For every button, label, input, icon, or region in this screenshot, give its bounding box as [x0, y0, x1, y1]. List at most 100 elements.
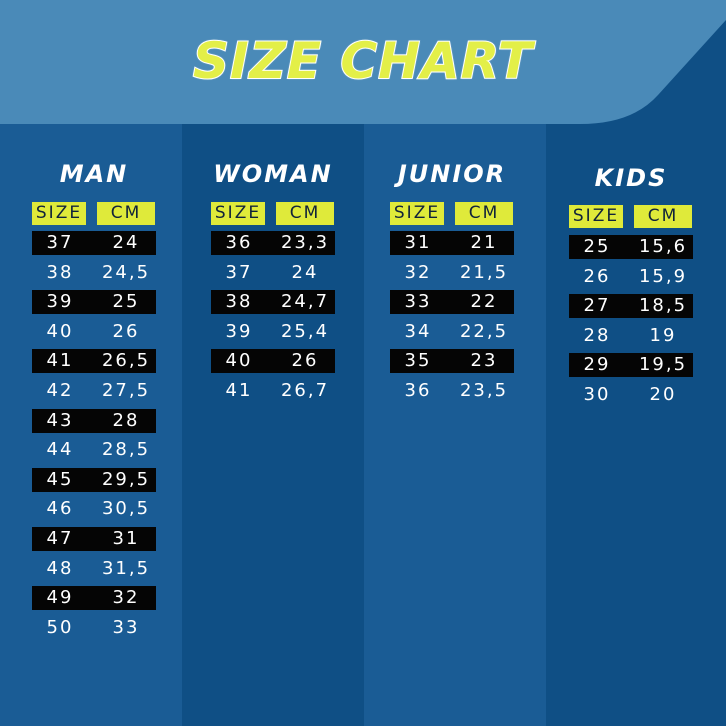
- column-title-kids: KIDS: [594, 164, 668, 192]
- cm-value: 22,5: [459, 320, 509, 342]
- column-title-woman: WOMAN: [213, 160, 333, 188]
- header-cm-junior: CM: [455, 202, 513, 225]
- table-row: 42 27,5: [32, 379, 156, 403]
- table-row: 43 28: [32, 408, 156, 433]
- cm-value: 15,6: [638, 236, 688, 257]
- table-row: 49 32: [32, 586, 156, 611]
- cm-value: 23: [470, 350, 498, 372]
- size-value: 39: [225, 320, 253, 342]
- table-row: 37 24: [211, 261, 335, 285]
- size-value: 27: [583, 295, 611, 317]
- size-value: 47: [46, 528, 74, 549]
- cm-value: 33: [112, 616, 140, 638]
- cm-value: 21: [470, 232, 498, 253]
- size-value: 33: [404, 291, 432, 313]
- size-value: 48: [46, 557, 74, 579]
- cm-value: 25: [112, 291, 140, 313]
- table-row: 46 30,5: [32, 497, 156, 521]
- column-title-junior: JUNIOR: [397, 160, 507, 188]
- cm-value: 20: [649, 384, 677, 405]
- table-row: 31 21: [390, 231, 514, 255]
- header-size-junior: SIZE: [390, 202, 444, 225]
- table-row: 47 31: [32, 527, 156, 551]
- size-value: 50: [46, 616, 74, 638]
- table-row: 38 24,7: [211, 290, 335, 315]
- cm-value: 29,5: [101, 468, 151, 490]
- table-row: 38 24,5: [32, 261, 156, 285]
- size-value: 39: [46, 291, 74, 313]
- table-row: 41 26,5: [32, 349, 156, 374]
- table-row: 44 28,5: [32, 438, 156, 462]
- table-row: 33 22: [390, 290, 514, 315]
- table-row: 29 19,5: [569, 353, 693, 378]
- table-row: 45 29,5: [32, 467, 156, 492]
- header-cm-kids: CM: [634, 205, 692, 228]
- cm-value: 23,5: [459, 380, 509, 401]
- size-value: 40: [46, 320, 74, 342]
- table-row: 35 23: [390, 349, 514, 374]
- header-size-woman: SIZE: [211, 202, 265, 225]
- size-value: 38: [46, 261, 74, 283]
- size-value: 30: [583, 384, 611, 405]
- cm-value: 19: [649, 324, 677, 346]
- size-value: 37: [46, 232, 74, 253]
- size-value: 29: [583, 354, 611, 376]
- cm-value: 26: [112, 320, 140, 342]
- cm-value: 30,5: [101, 498, 151, 520]
- size-value: 40: [225, 350, 253, 372]
- column-title-man: MAN: [59, 160, 129, 188]
- table-row: 34 22,5: [390, 320, 514, 344]
- size-value: 34: [404, 320, 432, 342]
- size-value: 36: [404, 380, 432, 401]
- table-row: 25 15,6: [569, 235, 693, 259]
- size-value: 36: [225, 232, 253, 253]
- size-value: 28: [583, 324, 611, 346]
- table-row: 27 18,5: [569, 294, 693, 319]
- size-value: 45: [46, 468, 74, 490]
- cm-value: 24: [112, 232, 140, 253]
- table-row: 36 23,5: [390, 379, 514, 403]
- cm-value: 24,7: [280, 291, 330, 313]
- cm-value: 15,9: [638, 265, 688, 287]
- table-row: 32 21,5: [390, 261, 514, 285]
- table-row: 40 26: [32, 320, 156, 344]
- table-row: 48 31,5: [32, 557, 156, 581]
- table-row: 39 25: [32, 290, 156, 315]
- cm-value: 31: [112, 528, 140, 549]
- size-value: 38: [225, 291, 253, 313]
- cm-value: 28: [112, 409, 140, 431]
- size-value: 42: [46, 380, 74, 401]
- cm-value: 32: [112, 587, 140, 609]
- cm-value: 24,5: [101, 261, 151, 283]
- table-row: 37 24: [32, 231, 156, 255]
- table-row: 30 20: [569, 383, 693, 407]
- header-cm-woman: CM: [276, 202, 334, 225]
- size-value: 49: [46, 587, 74, 609]
- header-size-kids: SIZE: [569, 205, 623, 228]
- table-row: 50 33: [32, 616, 156, 640]
- cm-value: 21,5: [459, 261, 509, 283]
- table-row: 26 15,9: [569, 265, 693, 289]
- header-size-man: SIZE: [32, 202, 86, 225]
- size-value: 31: [404, 232, 432, 253]
- cm-value: 24: [291, 261, 319, 283]
- size-value: 44: [46, 439, 74, 461]
- table-row: 41 26,7: [211, 379, 335, 403]
- cm-value: 22: [470, 291, 498, 313]
- size-value: 43: [46, 409, 74, 431]
- size-value: 41: [46, 350, 74, 372]
- cm-value: 25,4: [280, 320, 330, 342]
- cm-value: 23,3: [280, 232, 330, 253]
- cm-value: 18,5: [638, 295, 688, 317]
- size-value: 25: [583, 236, 611, 257]
- size-value: 32: [404, 261, 432, 283]
- table-row: 36 23,3: [211, 231, 335, 255]
- cm-value: 26,5: [101, 350, 151, 372]
- size-value: 46: [46, 498, 74, 520]
- cm-value: 31,5: [101, 557, 151, 579]
- size-value: 37: [225, 261, 253, 283]
- cm-value: 28,5: [101, 439, 151, 461]
- table-row: 28 19: [569, 324, 693, 348]
- page-title: SIZE CHART: [192, 31, 534, 91]
- table-row: 40 26: [211, 349, 335, 374]
